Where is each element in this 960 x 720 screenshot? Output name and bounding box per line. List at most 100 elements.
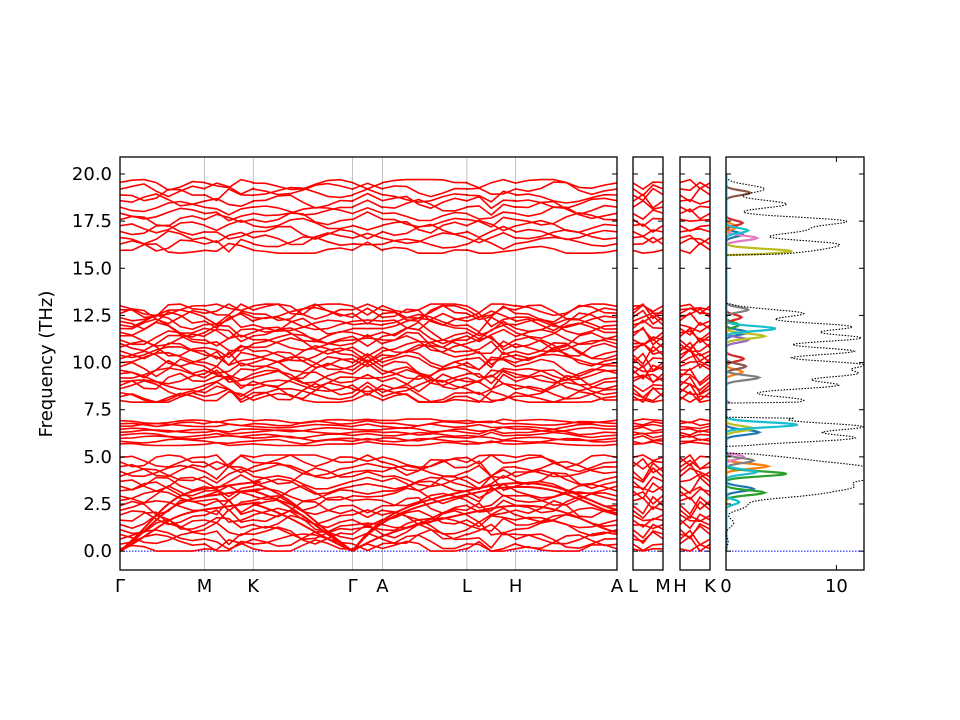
- band-line: [633, 342, 663, 353]
- band-line: [680, 323, 710, 333]
- band-line: [633, 418, 663, 422]
- path-label: K: [247, 576, 260, 597]
- band-line: [633, 435, 663, 442]
- band-line: [120, 330, 617, 351]
- band-line: [120, 495, 617, 516]
- band-line: [680, 242, 710, 255]
- band-line: [120, 381, 617, 404]
- band-line: [120, 385, 617, 404]
- band-line: [120, 374, 617, 397]
- band-line: [120, 371, 617, 393]
- path-label: Γ: [115, 576, 125, 597]
- band-line: [120, 350, 617, 373]
- band-line: [120, 317, 617, 340]
- band-line: [633, 475, 663, 491]
- y-tick-label: 10.0: [72, 353, 112, 374]
- band-line: [120, 340, 617, 363]
- band-line: [120, 241, 617, 255]
- band-line: [120, 379, 617, 400]
- band-line: [120, 390, 617, 404]
- band-line: [680, 425, 710, 430]
- band-line: [680, 476, 710, 495]
- dos-x-tick-label: 10: [825, 576, 848, 597]
- band-line: [633, 311, 663, 322]
- band-line: [633, 342, 663, 356]
- band-line: [680, 473, 710, 483]
- band-line: [120, 367, 617, 389]
- band-line: [680, 234, 710, 246]
- partial-dos-line: [726, 174, 787, 552]
- band-line: [633, 466, 663, 484]
- band-line: [633, 374, 663, 383]
- band-line: [633, 439, 663, 445]
- band-line: [680, 373, 710, 384]
- band-line: [633, 187, 663, 202]
- band-line: [120, 538, 617, 552]
- band-line: [633, 495, 663, 515]
- y-tick-label: 5.0: [83, 447, 112, 468]
- band-line: [680, 496, 710, 511]
- band-line: [633, 199, 663, 210]
- y-tick-label: 17.5: [72, 211, 112, 232]
- band-line: [120, 310, 617, 332]
- band-line: [120, 337, 617, 359]
- band-line: [120, 431, 617, 439]
- band-line: [680, 218, 710, 223]
- band-line: [120, 533, 617, 552]
- panel-frame: [119, 156, 618, 571]
- band-line: [120, 206, 617, 222]
- band-line: [633, 426, 663, 432]
- band-line: [120, 523, 617, 546]
- dos-frame: [725, 156, 865, 571]
- band-line: [633, 386, 663, 404]
- band-line: [120, 418, 617, 425]
- path-label: L: [462, 576, 472, 597]
- partial-dos-line: [726, 174, 763, 552]
- density-of-states-panel: 0 10: [720, 156, 865, 597]
- panel-frame: [679, 156, 711, 571]
- band-line: [120, 321, 617, 343]
- band-line: [633, 485, 663, 493]
- band-line: [680, 303, 710, 315]
- band-line: [120, 454, 617, 473]
- band-line: [633, 345, 663, 366]
- y-tick-label: 15.0: [72, 258, 112, 279]
- band-line: [680, 311, 710, 327]
- partial-dos-line: [726, 174, 753, 552]
- dos-x-tick-label: 0: [720, 576, 731, 597]
- band-line: [120, 303, 617, 321]
- path-label: M: [197, 576, 213, 597]
- band-line: [120, 362, 617, 385]
- band-line: [633, 236, 663, 246]
- band-line: [120, 454, 617, 469]
- band-lines: [680, 178, 710, 553]
- band-line: [633, 420, 663, 426]
- band-line: [633, 304, 663, 313]
- band-line: [120, 327, 617, 348]
- band-line: [680, 362, 710, 371]
- dos-curves: [726, 174, 864, 552]
- band-line: [680, 390, 710, 404]
- path-label: L: [628, 576, 638, 597]
- band-line: [633, 514, 663, 522]
- band-line: [680, 187, 710, 203]
- band-line: [120, 506, 617, 526]
- band-line: [120, 471, 617, 492]
- acoustic-branch: [120, 501, 354, 553]
- band-line: [633, 303, 663, 320]
- band-line: [680, 535, 710, 553]
- path-label: H: [673, 576, 687, 597]
- band-line: [120, 440, 617, 447]
- band-line: [680, 178, 710, 190]
- band-line: [120, 419, 617, 428]
- path-label: A: [611, 576, 624, 597]
- frequency-axis: 0.0 2.5 5.0 7.5 10.0 12.5 15.0 17.5 20.0: [72, 164, 112, 562]
- band-line: [120, 198, 617, 217]
- band-line: [633, 326, 663, 346]
- band-line: [633, 505, 663, 520]
- band-line: [633, 184, 663, 197]
- band-line: [120, 313, 617, 336]
- band-line: [680, 348, 710, 362]
